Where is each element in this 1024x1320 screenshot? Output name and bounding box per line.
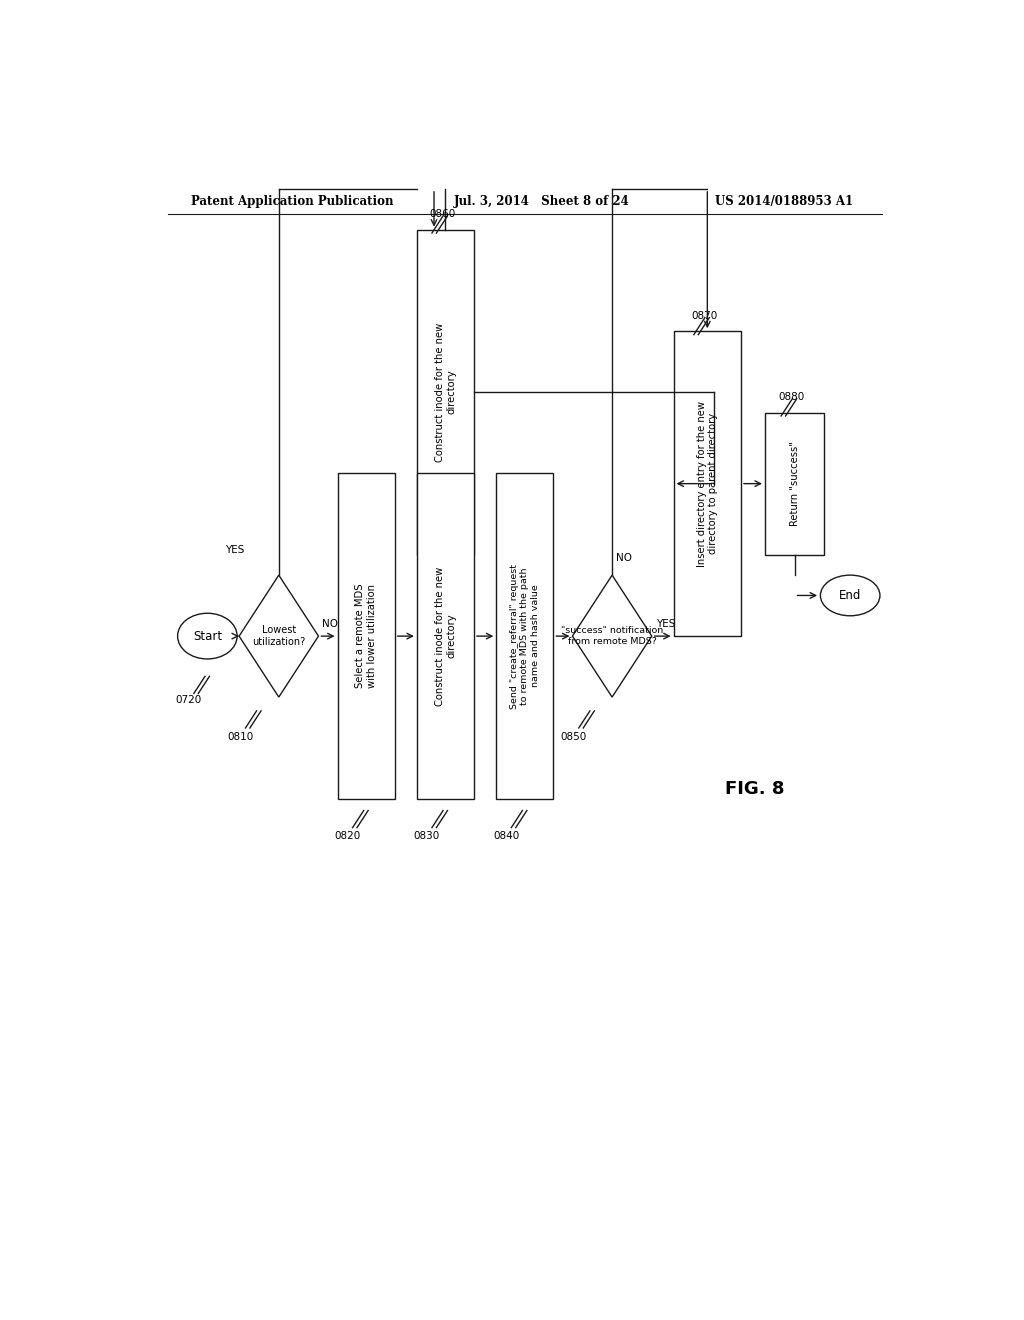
Polygon shape (572, 576, 652, 697)
Text: NO: NO (323, 619, 338, 628)
Bar (338, 474, 394, 799)
Bar (417, 230, 474, 554)
Text: 0880: 0880 (778, 392, 805, 403)
Text: NO: NO (616, 553, 632, 562)
Text: FIG. 8: FIG. 8 (725, 780, 784, 797)
Text: Return "success": Return "success" (790, 441, 800, 527)
Text: "success" notification
from remote MDS?: "success" notification from remote MDS? (561, 627, 664, 645)
Text: 0830: 0830 (414, 832, 440, 841)
Text: Jul. 3, 2014   Sheet 8 of 24: Jul. 3, 2014 Sheet 8 of 24 (454, 194, 629, 207)
Text: 0870: 0870 (691, 312, 718, 321)
Text: Patent Application Publication: Patent Application Publication (191, 194, 394, 207)
Text: Lowest
utilization?: Lowest utilization? (252, 626, 305, 647)
Text: 0820: 0820 (334, 832, 360, 841)
Text: YES: YES (655, 619, 675, 628)
Text: 0860: 0860 (430, 210, 456, 219)
Bar (417, 474, 474, 799)
Polygon shape (240, 576, 318, 697)
Text: 0840: 0840 (494, 832, 519, 841)
Text: Insert directory entry for the new
directory to parent directory: Insert directory entry for the new direc… (696, 401, 718, 566)
Text: 0850: 0850 (560, 731, 587, 742)
Text: YES: YES (225, 545, 245, 554)
Text: Send "create_referral" request
to remote MDS with the path
name and hash value: Send "create_referral" request to remote… (510, 564, 540, 709)
Text: Construct inode for the new
directory: Construct inode for the new directory (434, 566, 457, 706)
Text: End: End (839, 589, 861, 602)
Text: Select a remote MDS
with lower utilization: Select a remote MDS with lower utilizati… (355, 583, 377, 688)
Text: US 2014/0188953 A1: US 2014/0188953 A1 (715, 194, 853, 207)
Text: Start: Start (193, 630, 222, 643)
Ellipse shape (820, 576, 880, 616)
Text: Construct inode for the new
directory: Construct inode for the new directory (434, 322, 457, 462)
Bar (765, 412, 824, 554)
Text: 0720: 0720 (176, 696, 202, 705)
Text: 0810: 0810 (227, 731, 254, 742)
Bar (497, 474, 553, 799)
Ellipse shape (177, 614, 238, 659)
Bar (674, 331, 741, 636)
